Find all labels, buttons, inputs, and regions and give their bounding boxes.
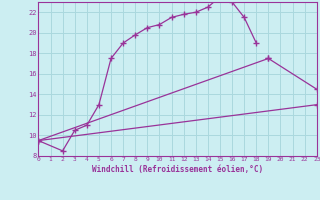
X-axis label: Windchill (Refroidissement éolien,°C): Windchill (Refroidissement éolien,°C) xyxy=(92,165,263,174)
